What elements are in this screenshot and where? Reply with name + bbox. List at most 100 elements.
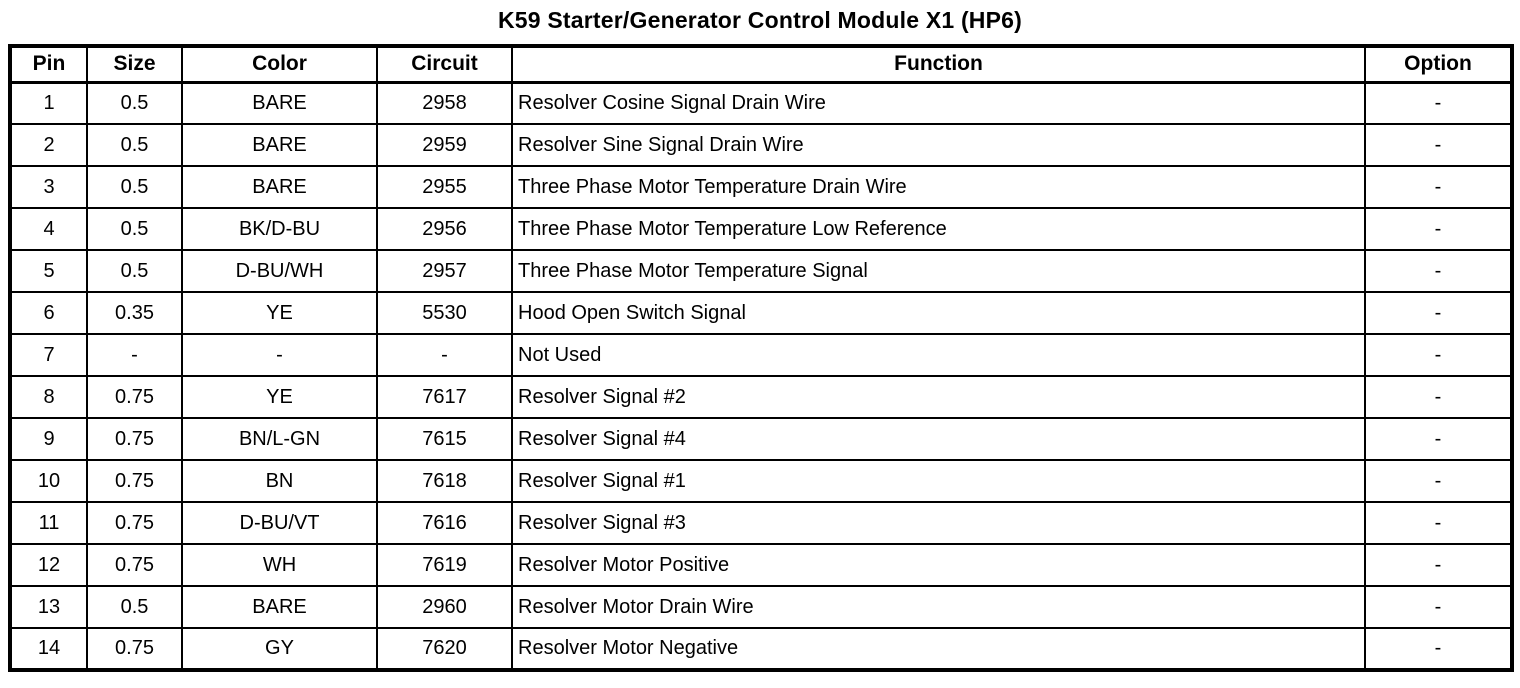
cell-circuit: 7616 [376,501,513,545]
cell-pin: 10 [9,459,88,503]
cell-function: Resolver Sine Signal Drain Wire [511,123,1366,167]
header-row: Pin Size Color Circuit Function Option [9,45,1513,84]
cell-function: Resolver Motor Positive [511,543,1366,587]
cell-size: 0.5 [86,585,183,629]
cell-option: - [1364,459,1513,503]
cell-color: D-BU/VT [181,501,378,545]
cell-option: - [1364,123,1513,167]
table-row: 1 0.5 BARE 2958 Resolver Cosine Signal Drain… [9,81,1513,125]
table-row: 9 0.75 BN/L-GN 7615 Resolver Signal #4- [9,417,1513,461]
cell-circuit: 2955 [376,165,513,209]
cell-color: YE [181,375,378,419]
cell-function: Three Phase Motor Temperature Low Refere… [511,207,1366,251]
cell-pin: 3 [9,165,88,209]
cell-option: - [1364,249,1513,293]
table-row: 6 0.35 YE 5530 Hood Open Switch Signal - [9,291,1513,335]
column-header-size: Size [86,45,183,84]
cell-function: Three Phase Motor Temperature Drain Wire [511,165,1366,209]
cell-function: Hood Open Switch Signal [511,291,1366,335]
cell-pin: 1 [9,81,88,125]
cell-size: 0.5 [86,123,183,167]
cell-pin: 9 [9,417,88,461]
cell-color: BN [181,459,378,503]
cell-function: Resolver Signal #3 [511,501,1366,545]
cell-option: - [1364,81,1513,125]
cell-function: Resolver Motor Negative [511,627,1366,671]
cell-size: 0.75 [86,627,183,671]
column-header-pin: Pin [9,45,88,84]
cell-function: Three Phase Motor Temperature Signal [511,249,1366,293]
table-row: 2 0.5 BARE 2959 Resolver Sine Signal Drain W… [9,123,1513,167]
cell-option: - [1364,585,1513,629]
cell-option: - [1364,165,1513,209]
cell-circuit: 7620 [376,627,513,671]
table-row: 8 0.75 YE 7617 Resolver Signal #2- [9,375,1513,419]
column-header-option: Option [1364,45,1513,84]
cell-pin: 11 [9,501,88,545]
table-row: 11 0.75 D-BU/VT 7616 Resolver Signal #3- [9,501,1513,545]
cell-color: BARE [181,81,378,125]
column-header-circuit: Circuit [376,45,513,84]
table-row: 13 0.5 BARE 2960 Resolver Motor Drain Wire - [9,585,1513,629]
cell-size: 0.35 [86,291,183,335]
cell-circuit: 7617 [376,375,513,419]
table-row: 7- - - Not Used - [9,333,1513,377]
cell-size: 0.75 [86,543,183,587]
cell-function: Resolver Signal #4 [511,417,1366,461]
pinout-table: Pin Size Color Circuit Function Option 1… [8,44,1514,672]
table-row: 3 0.5 BARE 2955 Three Phase Motor Temperatur… [9,165,1513,209]
cell-color: BN/L-GN [181,417,378,461]
table-header: Pin Size Color Circuit Function Option [9,45,1513,84]
cell-color: D-BU/WH [181,249,378,293]
cell-color: BARE [181,165,378,209]
cell-size: 0.5 [86,165,183,209]
cell-color: WH [181,543,378,587]
table-row: 12 0.75 WH 7619 Resolver Motor Positive - [9,543,1513,587]
table-row: 5 0.5 D-BU/WH 2957 Three Phase Motor Tempera… [9,249,1513,293]
cell-circuit: 2956 [376,207,513,251]
cell-function: Resolver Signal #1 [511,459,1366,503]
cell-pin: 14 [9,627,88,671]
table-row: 4 0.5 BK/D-BU 2956 Three Phase Motor Tempera… [9,207,1513,251]
table-body: 1 0.5 BARE 2958 Resolver Cosine Signal Drain… [9,81,1513,671]
cell-color: BARE [181,585,378,629]
cell-size: 0.5 [86,81,183,125]
cell-option: - [1364,207,1513,251]
cell-color: YE [181,291,378,335]
cell-size: 0.75 [86,459,183,503]
cell-option: - [1364,333,1513,377]
table-row: 10 0.75 BN 7618 Resolver Signal #1- [9,459,1513,503]
cell-color: BARE [181,123,378,167]
cell-option: - [1364,417,1513,461]
cell-option: - [1364,501,1513,545]
cell-pin: 8 [9,375,88,419]
cell-circuit: 2958 [376,81,513,125]
cell-size: 0.5 [86,207,183,251]
page-title: K59 Starter/Generator Control Module X1 … [497,7,1023,33]
cell-circuit: 7618 [376,459,513,503]
cell-pin: 2 [9,123,88,167]
cell-pin: 7 [9,333,88,377]
cell-color: - [181,333,378,377]
table-row: 14 0.75 GY 7620 Resolver Motor Negative - [9,627,1513,671]
cell-function: Resolver Cosine Signal Drain Wire [511,81,1366,125]
cell-option: - [1364,627,1513,671]
cell-option: - [1364,375,1513,419]
cell-pin: 13 [9,585,88,629]
cell-pin: 4 [9,207,88,251]
cell-option: - [1364,543,1513,587]
cell-size: 0.75 [86,501,183,545]
column-header-function: Function [511,45,1366,84]
column-header-color: Color [181,45,378,84]
cell-size: 0.75 [86,417,183,461]
cell-circuit: - [376,333,513,377]
cell-size: 0.75 [86,375,183,419]
cell-circuit: 7615 [376,417,513,461]
cell-function: Not Used [511,333,1366,377]
cell-circuit: 5530 [376,291,513,335]
cell-function: Resolver Signal #2 [511,375,1366,419]
cell-size: - [86,333,183,377]
cell-color: GY [181,627,378,671]
cell-pin: 5 [9,249,88,293]
cell-circuit: 2960 [376,585,513,629]
